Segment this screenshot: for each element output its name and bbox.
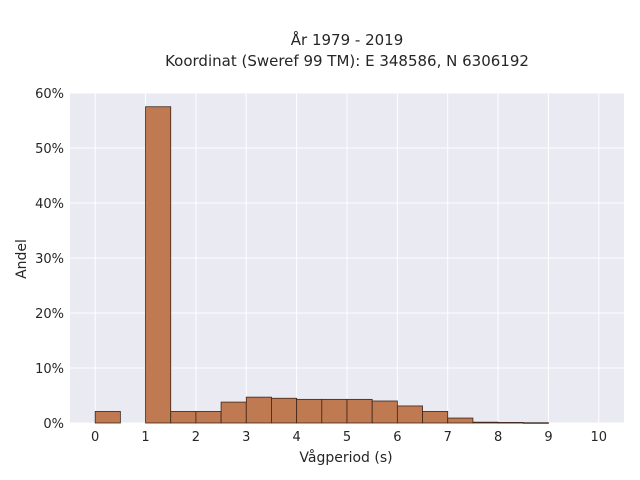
x-tick-label: 10 — [591, 430, 608, 445]
histogram-bar — [497, 422, 524, 424]
y-tick-label: 50% — [35, 142, 64, 157]
histogram-bar — [346, 398, 373, 424]
x-tick-label: 1 — [141, 430, 149, 445]
x-tick-label: 5 — [343, 430, 351, 445]
histogram-bar — [296, 398, 323, 424]
histogram-bar — [371, 400, 398, 424]
x-tick-label: 4 — [292, 430, 300, 445]
y-axis-label: Andel — [14, 239, 30, 279]
histogram-bar — [396, 405, 423, 424]
x-tick-label: 2 — [192, 430, 200, 445]
histogram-bar — [472, 421, 499, 424]
histogram-bar — [447, 417, 474, 424]
y-tick-label: 30% — [35, 252, 64, 267]
chart-title-line-2: Koordinat (Sweref 99 TM): E 348586, N 63… — [165, 52, 529, 70]
chart-title-line-1: År 1979 - 2019 — [291, 30, 404, 49]
x-tick-label: 3 — [242, 430, 250, 445]
x-tick-label: 0 — [91, 430, 99, 445]
histogram-bar — [145, 106, 172, 424]
x-tick-label: 9 — [544, 430, 552, 445]
histogram-bar — [422, 411, 449, 424]
y-tick-label: 40% — [35, 197, 64, 212]
histogram-bar — [170, 411, 197, 424]
tick-labels: 0 1 2 3 4 5 6 7 8 9 10 0% 10% 20% 30% 40% 50% 60% — [35, 87, 607, 445]
histogram-bar — [271, 397, 298, 424]
x-tick-label: 6 — [393, 430, 401, 445]
histogram-bar — [245, 396, 272, 424]
histogram-bar — [321, 398, 348, 424]
histogram-bar — [220, 401, 247, 424]
x-axis-label: Vågperiod (s) — [299, 449, 392, 466]
y-tick-label: 20% — [35, 307, 64, 322]
y-tick-label: 0% — [43, 417, 64, 432]
histogram-bar — [522, 422, 549, 424]
y-tick-label: 60% — [35, 87, 64, 102]
x-tick-label: 8 — [494, 430, 502, 445]
histogram-bar — [195, 411, 222, 424]
y-tick-label: 10% — [35, 362, 64, 377]
x-tick-label: 7 — [444, 430, 452, 445]
bars — [94, 106, 549, 424]
histogram-bar — [94, 411, 121, 424]
